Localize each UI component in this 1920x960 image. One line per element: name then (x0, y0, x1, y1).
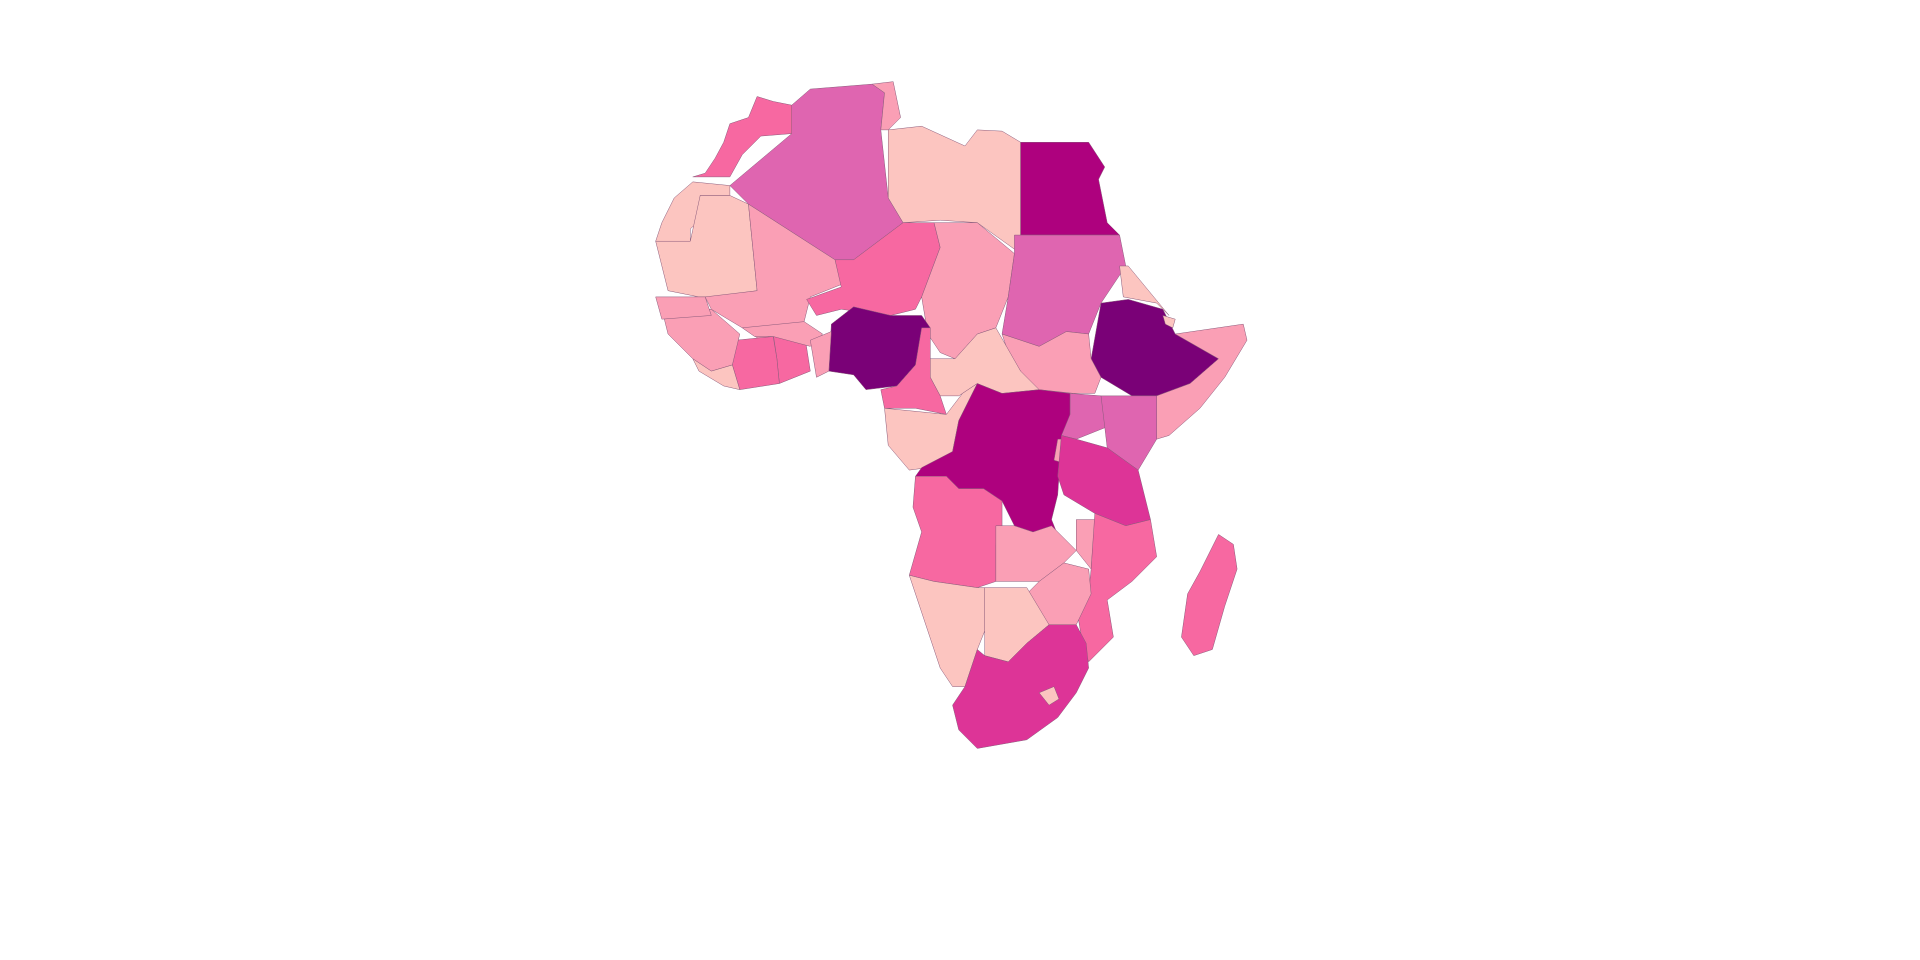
region (952, 624, 1089, 749)
region (995, 525, 1077, 582)
region (909, 476, 1003, 588)
region (742, 321, 823, 347)
region (880, 327, 947, 415)
region (1181, 534, 1238, 656)
region (692, 358, 741, 390)
region (1020, 142, 1120, 236)
region (732, 336, 780, 390)
region (1038, 686, 1060, 706)
region (810, 331, 832, 378)
region (692, 96, 792, 178)
region (1156, 323, 1248, 440)
region (655, 296, 712, 320)
region (806, 222, 941, 316)
africa (655, 81, 1248, 749)
region (1162, 315, 1176, 329)
region (1100, 395, 1157, 471)
